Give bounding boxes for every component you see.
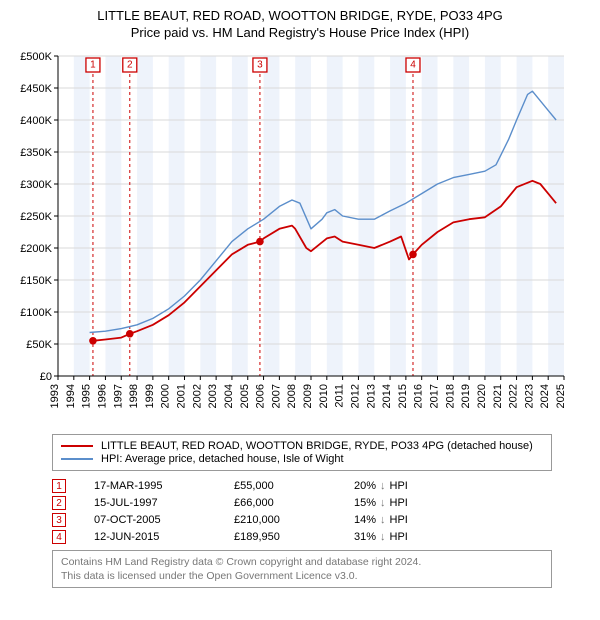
title-line-2: Price paid vs. HM Land Registry's House … xyxy=(10,25,590,40)
footnote-line-2: This data is licensed under the Open Gov… xyxy=(61,569,543,583)
svg-text:1994: 1994 xyxy=(65,384,77,408)
svg-text:2003: 2003 xyxy=(207,384,219,408)
svg-text:1999: 1999 xyxy=(144,384,156,408)
footnote-line-1: Contains HM Land Registry data © Crown c… xyxy=(61,555,543,569)
svg-text:£0: £0 xyxy=(40,371,52,383)
legend-label-property: LITTLE BEAUT, RED ROAD, WOOTTON BRIDGE, … xyxy=(101,440,533,452)
sale-price: £55,000 xyxy=(234,480,354,492)
svg-text:£200K: £200K xyxy=(20,243,52,255)
title-line-1: LITTLE BEAUT, RED ROAD, WOOTTON BRIDGE, … xyxy=(10,8,590,23)
svg-text:2022: 2022 xyxy=(508,384,520,408)
down-arrow-icon: ↓ xyxy=(380,531,386,543)
svg-text:2023: 2023 xyxy=(523,384,535,408)
sales-row: 4 12-JUN-2015£189,95031%↓HPI xyxy=(52,530,552,544)
svg-text:2016: 2016 xyxy=(413,384,425,408)
sale-date: 17-MAR-1995 xyxy=(94,480,234,492)
sales-row: 1 17-MAR-1995£55,00020%↓HPI xyxy=(52,479,552,493)
svg-text:2018: 2018 xyxy=(444,384,456,408)
svg-text:1995: 1995 xyxy=(81,384,93,408)
sale-date: 15-JUL-1997 xyxy=(94,497,234,509)
sale-pct-vs-hpi: 20%↓HPI xyxy=(354,480,424,492)
svg-text:2019: 2019 xyxy=(460,384,472,408)
svg-text:2011: 2011 xyxy=(334,384,346,408)
sale-pct-vs-hpi: 15%↓HPI xyxy=(354,497,424,509)
svg-text:2002: 2002 xyxy=(191,384,203,408)
svg-text:2025: 2025 xyxy=(555,384,567,408)
sale-price: £189,950 xyxy=(234,531,354,543)
svg-text:1996: 1996 xyxy=(96,384,108,408)
svg-text:1998: 1998 xyxy=(128,384,140,408)
legend-row-hpi: HPI: Average price, detached house, Isle… xyxy=(61,453,543,465)
svg-text:£450K: £450K xyxy=(20,83,52,95)
sales-row: 3 07-OCT-2005£210,00014%↓HPI xyxy=(52,513,552,527)
down-arrow-icon: ↓ xyxy=(380,480,386,492)
legend-label-hpi: HPI: Average price, detached house, Isle… xyxy=(101,453,344,465)
svg-text:4: 4 xyxy=(410,60,416,71)
legend-swatch-hpi xyxy=(61,458,93,460)
svg-text:2014: 2014 xyxy=(381,384,393,408)
down-arrow-icon: ↓ xyxy=(380,514,386,526)
down-arrow-icon: ↓ xyxy=(380,497,386,509)
svg-text:£250K: £250K xyxy=(20,211,52,223)
sale-price: £210,000 xyxy=(234,514,354,526)
svg-text:2010: 2010 xyxy=(318,384,330,408)
sales-table: 1 17-MAR-1995£55,00020%↓HPI 2 15-JUL-1997£6… xyxy=(52,479,552,544)
svg-text:£400K: £400K xyxy=(20,115,52,127)
svg-text:2: 2 xyxy=(127,60,133,71)
svg-text:£300K: £300K xyxy=(20,179,52,191)
svg-text:£500K: £500K xyxy=(20,51,52,63)
sales-row: 2 15-JUL-1997£66,00015%↓HPI xyxy=(52,496,552,510)
legend: LITTLE BEAUT, RED ROAD, WOOTTON BRIDGE, … xyxy=(52,434,552,471)
svg-text:2024: 2024 xyxy=(539,384,551,408)
sale-marker-box: 1 xyxy=(52,479,66,493)
svg-text:2020: 2020 xyxy=(476,384,488,408)
title-block: LITTLE BEAUT, RED ROAD, WOOTTON BRIDGE, … xyxy=(10,8,590,40)
sale-pct-vs-hpi: 31%↓HPI xyxy=(354,531,424,543)
svg-text:2001: 2001 xyxy=(176,384,188,408)
footnote: Contains HM Land Registry data © Crown c… xyxy=(52,550,552,588)
svg-text:1993: 1993 xyxy=(49,384,61,408)
svg-text:2007: 2007 xyxy=(270,384,282,408)
sale-marker-box: 2 xyxy=(52,496,66,510)
svg-text:£50K: £50K xyxy=(26,339,52,351)
svg-text:2009: 2009 xyxy=(302,384,314,408)
svg-text:2008: 2008 xyxy=(286,384,298,408)
chart: £0 £50K £100K £150K £200K £250K £300K £350K £400… xyxy=(10,46,590,426)
svg-text:2004: 2004 xyxy=(223,384,235,408)
svg-text:2015: 2015 xyxy=(397,384,409,408)
sale-marker-box: 4 xyxy=(52,530,66,544)
svg-text:3: 3 xyxy=(257,60,263,71)
sale-pct-vs-hpi: 14%↓HPI xyxy=(354,514,424,526)
svg-text:2021: 2021 xyxy=(492,384,504,408)
svg-text:2005: 2005 xyxy=(239,384,251,408)
svg-text:2013: 2013 xyxy=(365,384,377,408)
svg-text:2017: 2017 xyxy=(429,384,441,408)
legend-swatch-property xyxy=(61,445,93,447)
svg-text:2000: 2000 xyxy=(160,384,172,408)
svg-text:1: 1 xyxy=(90,60,96,71)
svg-text:£350K: £350K xyxy=(20,147,52,159)
sale-date: 07-OCT-2005 xyxy=(94,514,234,526)
svg-text:£150K: £150K xyxy=(20,275,52,287)
sale-price: £66,000 xyxy=(234,497,354,509)
svg-text:£100K: £100K xyxy=(20,307,52,319)
svg-text:1997: 1997 xyxy=(112,384,124,408)
chart-container: LITTLE BEAUT, RED ROAD, WOOTTON BRIDGE, … xyxy=(0,0,600,598)
legend-row-property: LITTLE BEAUT, RED ROAD, WOOTTON BRIDGE, … xyxy=(61,440,543,452)
chart-svg: £0 £50K £100K £150K £200K £250K £300K £350K £400… xyxy=(10,46,570,426)
svg-text:2012: 2012 xyxy=(349,384,361,408)
sale-date: 12-JUN-2015 xyxy=(94,531,234,543)
sale-marker-box: 3 xyxy=(52,513,66,527)
svg-text:2006: 2006 xyxy=(255,384,267,408)
